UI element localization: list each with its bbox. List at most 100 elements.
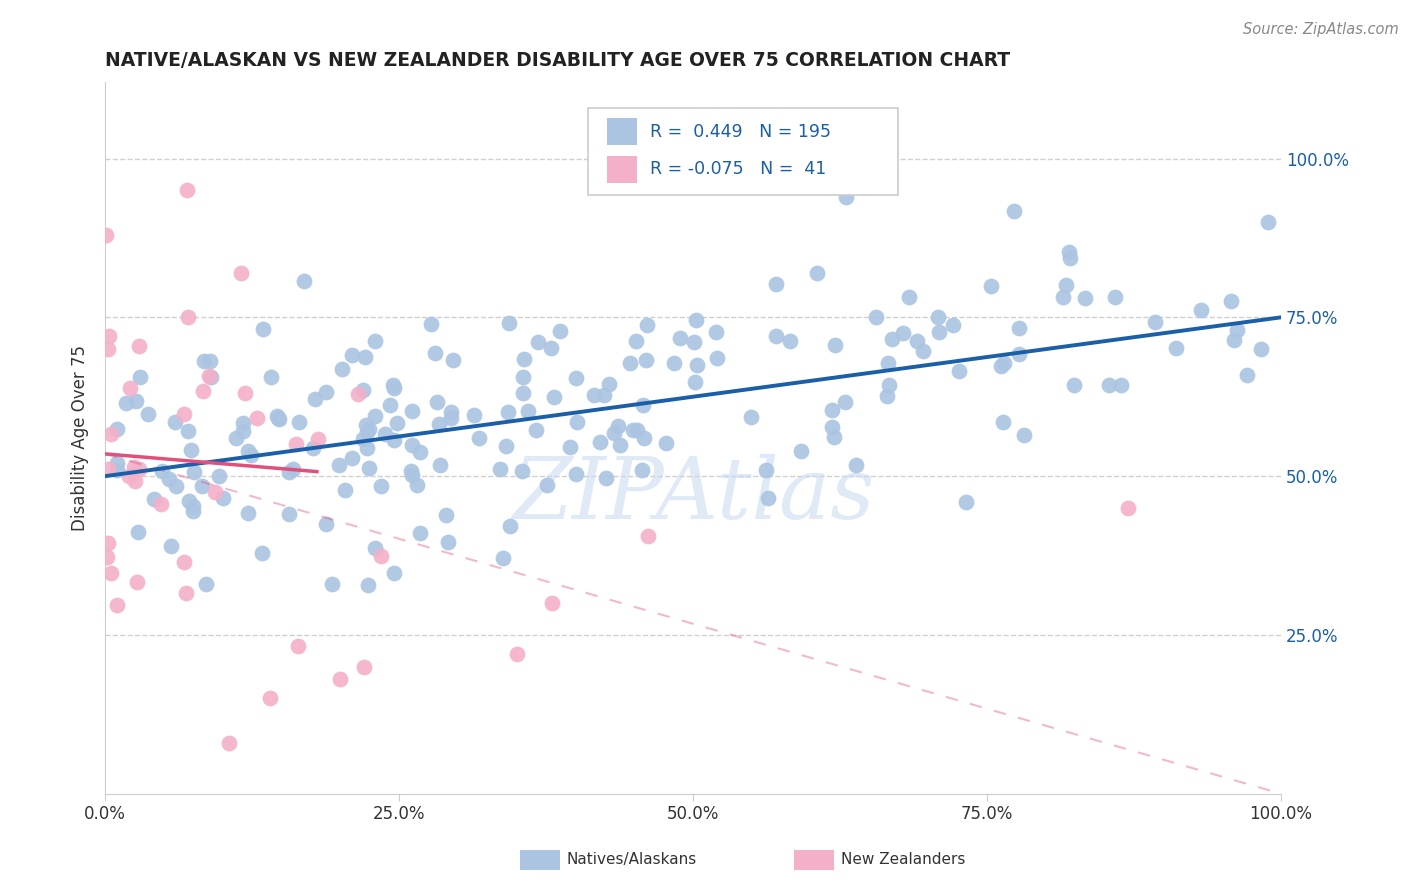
Point bbox=[420, 317, 443, 331]
Point bbox=[128, 370, 150, 384]
Point bbox=[356, 425, 378, 440]
Point bbox=[1257, 215, 1279, 229]
Point bbox=[512, 369, 534, 384]
Point bbox=[165, 479, 187, 493]
Point bbox=[633, 431, 655, 445]
Point bbox=[173, 407, 195, 421]
Point bbox=[510, 464, 533, 478]
Point bbox=[1164, 341, 1187, 355]
Point bbox=[682, 334, 704, 349]
Point bbox=[955, 495, 977, 509]
Point bbox=[180, 442, 202, 457]
Point bbox=[100, 566, 122, 580]
Point bbox=[177, 425, 200, 439]
Text: Natives/Alaskans: Natives/Alaskans bbox=[567, 853, 697, 867]
Point bbox=[942, 318, 965, 332]
Point bbox=[278, 507, 301, 521]
Text: ZIPAtlas: ZIPAtlas bbox=[512, 453, 875, 536]
Point bbox=[117, 469, 139, 483]
Point bbox=[655, 436, 678, 450]
Point bbox=[236, 444, 259, 458]
Point bbox=[218, 736, 240, 750]
Point bbox=[440, 405, 463, 419]
Point bbox=[136, 407, 159, 421]
Point bbox=[150, 464, 173, 478]
Point bbox=[96, 550, 118, 565]
Point bbox=[98, 328, 121, 343]
Point bbox=[225, 431, 247, 445]
Point bbox=[288, 415, 311, 429]
Point bbox=[370, 479, 392, 493]
Point bbox=[980, 278, 1002, 293]
Point bbox=[426, 394, 449, 409]
Point bbox=[685, 313, 707, 327]
Point bbox=[115, 396, 138, 410]
Point bbox=[1074, 292, 1097, 306]
Point bbox=[352, 384, 374, 398]
Point bbox=[105, 462, 128, 476]
Point bbox=[429, 458, 451, 472]
Point bbox=[506, 647, 529, 661]
Point bbox=[399, 464, 422, 478]
FancyBboxPatch shape bbox=[607, 118, 637, 145]
Point bbox=[260, 370, 283, 384]
Point bbox=[912, 344, 935, 359]
Point bbox=[463, 409, 485, 423]
Text: R =  0.449   N = 195: R = 0.449 N = 195 bbox=[650, 122, 831, 141]
Point bbox=[125, 394, 148, 409]
Point bbox=[240, 448, 263, 462]
Point bbox=[582, 388, 605, 402]
Point bbox=[1004, 203, 1026, 218]
Point bbox=[330, 362, 353, 376]
Point bbox=[122, 459, 145, 474]
Point bbox=[177, 310, 200, 325]
Point bbox=[127, 525, 149, 540]
Point bbox=[229, 266, 252, 280]
Point bbox=[626, 423, 648, 437]
Text: Source: ZipAtlas.com: Source: ZipAtlas.com bbox=[1243, 22, 1399, 37]
Point bbox=[636, 318, 658, 332]
Point bbox=[382, 381, 405, 395]
Point bbox=[820, 420, 842, 434]
Point bbox=[252, 322, 274, 336]
Point bbox=[347, 387, 370, 401]
Point bbox=[174, 586, 197, 600]
Point bbox=[382, 433, 405, 447]
Point bbox=[512, 386, 534, 401]
Point bbox=[364, 409, 387, 423]
Point bbox=[683, 375, 706, 389]
Point bbox=[382, 566, 405, 581]
Point bbox=[765, 328, 787, 343]
Point bbox=[357, 422, 380, 436]
Point bbox=[252, 546, 274, 560]
Point bbox=[266, 409, 288, 423]
Point bbox=[603, 426, 626, 441]
Point bbox=[277, 465, 299, 479]
Point bbox=[845, 458, 868, 472]
Point bbox=[634, 352, 657, 367]
Point bbox=[835, 190, 858, 204]
Point bbox=[565, 415, 588, 429]
Point bbox=[536, 478, 558, 492]
Point bbox=[200, 353, 222, 368]
Point bbox=[1250, 342, 1272, 356]
Point bbox=[565, 370, 588, 384]
Point bbox=[382, 377, 405, 392]
Point bbox=[498, 316, 520, 330]
Point bbox=[328, 458, 350, 472]
Point bbox=[97, 535, 120, 549]
Point bbox=[1220, 294, 1243, 309]
Point bbox=[401, 404, 423, 418]
Point bbox=[897, 289, 920, 303]
Point bbox=[232, 416, 254, 430]
Point bbox=[1111, 377, 1133, 392]
Point bbox=[142, 492, 165, 507]
Point bbox=[495, 440, 517, 454]
Point bbox=[548, 324, 571, 338]
Point bbox=[824, 338, 846, 352]
Point bbox=[607, 419, 630, 434]
Point bbox=[441, 352, 464, 367]
FancyBboxPatch shape bbox=[607, 156, 637, 183]
Point bbox=[706, 325, 728, 339]
Point bbox=[905, 334, 928, 349]
